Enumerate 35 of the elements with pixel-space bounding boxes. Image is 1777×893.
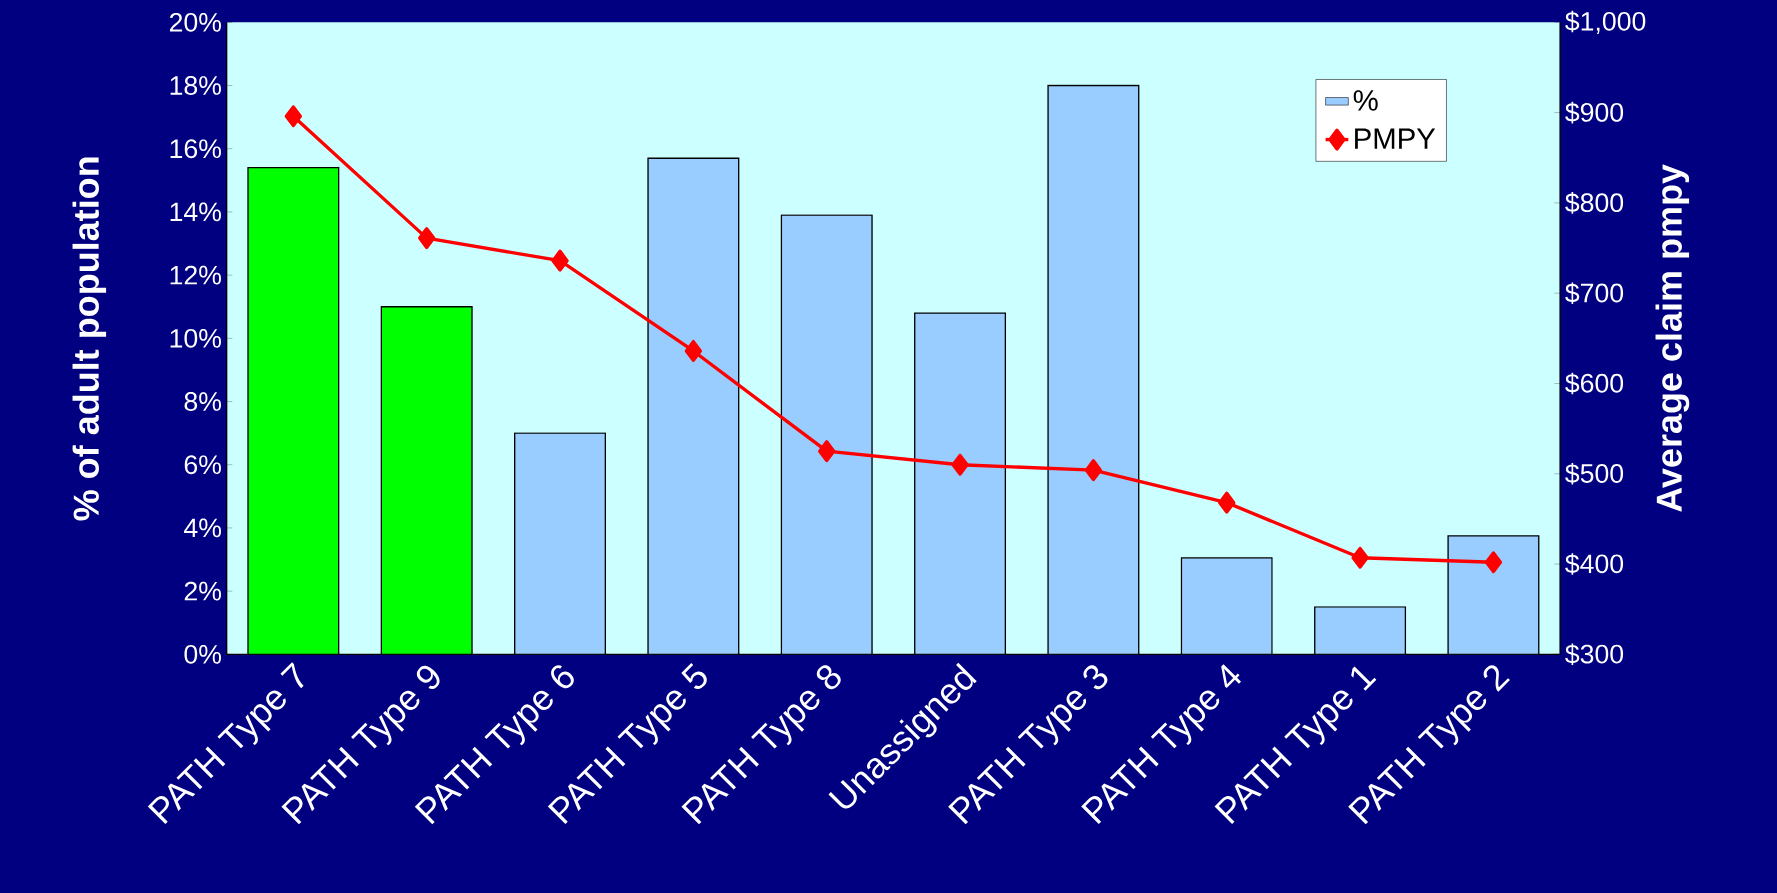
y-tick-label: 20%: [169, 12, 221, 32]
y2-tick-label: $500: [1565, 462, 1624, 485]
y-tick-label: 0%: [184, 644, 221, 664]
point: [418, 227, 436, 250]
point: [1351, 546, 1369, 569]
y-tick-label: 14%: [170, 202, 221, 222]
point: [1484, 551, 1503, 574]
y-tick-label: 10%: [170, 328, 221, 348]
point: [1084, 459, 1103, 482]
y2-tick-label: $800: [1565, 192, 1624, 214]
legend-label: %: [1353, 90, 1378, 111]
y-axis-title: % of adult population: [72, 157, 107, 521]
y2-axis-title: Average claim pmpy: [1655, 164, 1690, 512]
bar: [514, 432, 607, 655]
point: [818, 440, 836, 463]
y2-tick-label: $700: [1565, 282, 1624, 304]
point: [684, 339, 703, 362]
legend-label: PMPY: [1355, 128, 1436, 149]
point: [1218, 491, 1236, 514]
y-tick-label: 4%: [184, 518, 221, 538]
point: [951, 453, 969, 476]
y2-tick-label: $1,000: [1565, 10, 1646, 34]
y2-tick-label: $400: [1565, 553, 1624, 575]
point: [284, 105, 303, 128]
y-tick-label: 2%: [184, 581, 221, 601]
y-tick-label: 12%: [170, 265, 221, 285]
y2-tick-label: $600: [1565, 372, 1624, 395]
y2-tick-label: $300: [1565, 643, 1624, 666]
y2-tick-label: $900: [1565, 101, 1624, 124]
y-tick-label: 6%: [184, 455, 221, 475]
point: [551, 249, 569, 272]
bar: [1180, 557, 1273, 655]
y-tick-label: 8%: [184, 392, 221, 411]
y-tick-label: 16%: [170, 139, 221, 159]
y-tick-label: 18%: [170, 76, 221, 95]
